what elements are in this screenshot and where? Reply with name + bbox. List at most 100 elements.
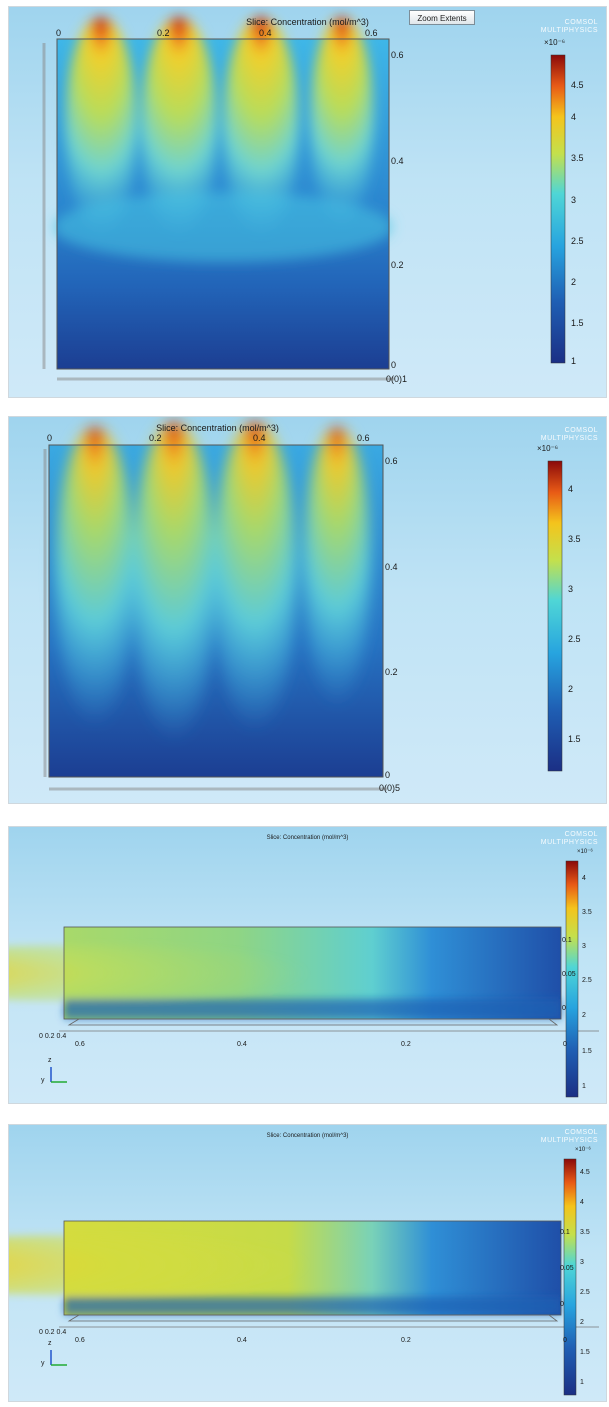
comsol-logo: COMSOL MULTIPHYSICS: [540, 831, 598, 846]
plume-4: [310, 17, 374, 227]
colorbar-tick: 2: [571, 277, 577, 287]
colorbar-tick: 2.5: [582, 977, 592, 984]
x-tick-0: 0: [47, 433, 53, 443]
axis-label-y: y: [41, 1360, 45, 1367]
colorbar-tick: 2: [580, 1319, 584, 1326]
corner-label: 0(0)1: [386, 374, 408, 384]
x-tick-0: 0: [563, 1041, 567, 1048]
comsol-logo: COMSOL MULTIPHYSICS: [540, 427, 598, 442]
plot-canvas-1: [42, 17, 566, 381]
y-tick-0: 0: [385, 770, 391, 780]
colorbar-exponent: ×10⁻⁶: [544, 38, 566, 47]
mid-band: [53, 192, 393, 262]
axis-label-z: z: [48, 1057, 52, 1064]
plot-title: Slice: Concentration (mol/m^3): [246, 17, 369, 27]
colorbar-tick: 1: [571, 356, 577, 366]
colorbar: [565, 860, 579, 1098]
side-tick: 0.05: [560, 1265, 574, 1272]
colorbar-exponent: ×10⁻⁶: [575, 1147, 591, 1153]
x-tick-02: 0.2: [157, 28, 170, 38]
plot-canvas-3: [9, 860, 599, 1098]
y-tick-04: 0.4: [385, 562, 398, 572]
comsol-logo: COMSOL MULTIPHYSICS: [540, 19, 598, 34]
axis-label-y: y: [41, 1077, 45, 1084]
plot-canvas-2: [43, 422, 563, 791]
x-tick-06: 0.6: [75, 1337, 85, 1344]
plot-panel-2: Slice: Concentration (mol/m^3) COMSOL MUL…: [8, 416, 607, 804]
side-tick: 0.1: [562, 937, 572, 944]
y-tick-02: 0.2: [391, 260, 404, 270]
colorbar-tick: 2.5: [580, 1289, 590, 1296]
plot-title: Slice: Concentration (mol/m^3): [266, 835, 349, 841]
x-tick-06: 0.6: [75, 1041, 85, 1048]
colorbar-tick: 1: [580, 1379, 584, 1386]
origin-label: 0 0.2 0.4: [39, 1033, 67, 1040]
x-tick-04: 0.4: [237, 1337, 247, 1344]
colorbar-tick: 1: [582, 1083, 586, 1090]
colorbar-tick: 4: [571, 112, 577, 122]
colorbar-tick: 3.5: [568, 534, 581, 544]
plume-1: [55, 427, 135, 727]
colorbar: [550, 54, 566, 364]
colorbar-exponent: ×10⁻⁶: [577, 849, 593, 855]
corner-label: 0(0)5: [379, 783, 401, 793]
plot-title: Slice: Concentration (mol/m^3): [266, 1133, 349, 1139]
plume-2: [141, 17, 217, 237]
x-tick-02: 0.2: [401, 1041, 411, 1048]
plume-2: [132, 422, 216, 742]
colorbar-tick: 4.5: [571, 80, 584, 90]
axis-label-z: z: [48, 1340, 52, 1347]
plot-panel-1: Slice: Concentration (mol/m^3) COMSOL MUL…: [8, 6, 607, 398]
y-tick-06: 0.6: [385, 456, 398, 466]
colorbar-tick: 3.5: [571, 153, 584, 163]
plot-panel-4: Slice: Concentration (mol/m^3) COMSOL MUL…: [8, 1124, 607, 1402]
x-tick-04: 0.4: [259, 28, 272, 38]
y-tick-04: 0.4: [391, 156, 404, 166]
colorbar-tick: 2: [568, 684, 574, 694]
colorbar-tick: 4: [580, 1199, 584, 1206]
y-tick-0: 0: [391, 360, 397, 370]
x-tick-04: 0.4: [237, 1041, 247, 1048]
side-tick: 0.1: [560, 1229, 570, 1236]
y-tick-06: 0.6: [391, 50, 404, 60]
side-tick: 0.05: [562, 971, 576, 978]
x-tick-0: 0: [563, 1337, 567, 1344]
x-tick-0: 0: [56, 28, 62, 38]
x-tick-02: 0.2: [401, 1337, 411, 1344]
colorbar: [563, 1158, 577, 1396]
colorbar-tick: 4.5: [580, 1169, 590, 1176]
colorbar-tick: 1.5: [571, 318, 584, 328]
colorbar-tick: 2: [582, 1012, 586, 1019]
colorbar-tick: 1.5: [582, 1048, 592, 1055]
plume-3: [213, 422, 297, 732]
colorbar-tick: 3.5: [580, 1229, 590, 1236]
colorbar-tick: 1.5: [580, 1349, 590, 1356]
plume-1: [65, 17, 137, 237]
plume-3: [223, 17, 299, 237]
x-tick-06: 0.6: [365, 28, 378, 38]
plume-4: [303, 427, 371, 707]
x-tick-02: 0.2: [149, 433, 162, 443]
jet-plume: [9, 945, 309, 1001]
colorbar: [547, 460, 563, 772]
colorbar-tick: 3: [568, 584, 574, 594]
jet-plume: [9, 1235, 309, 1295]
plot-title: Slice: Concentration (mol/m^3): [156, 423, 279, 433]
y-tick-02: 0.2: [385, 667, 398, 677]
colorbar-exponent: ×10⁻⁶: [537, 444, 559, 453]
x-tick-06: 0.6: [357, 433, 370, 443]
origin-label: 0 0.2 0.4: [39, 1329, 67, 1336]
colorbar-tick: 4: [582, 875, 586, 882]
zoom-extents-button[interactable]: Zoom Extents: [409, 10, 475, 25]
colorbar-tick: 3.5: [582, 909, 592, 916]
side-tick: 0: [560, 1301, 564, 1308]
x-tick-04: 0.4: [253, 433, 266, 443]
colorbar-tick: 1.5: [568, 734, 581, 744]
colorbar-tick: 2.5: [571, 236, 584, 246]
plot-canvas-4: [9, 1158, 599, 1396]
colorbar-tick: 3: [571, 195, 577, 205]
side-tick: 0: [562, 1005, 566, 1012]
colorbar-tick: 4: [568, 484, 574, 494]
colorbar-tick: 2.5: [568, 634, 581, 644]
plot-panel-3: Slice: Concentration (mol/m^3) COMSOL MUL…: [8, 826, 607, 1104]
